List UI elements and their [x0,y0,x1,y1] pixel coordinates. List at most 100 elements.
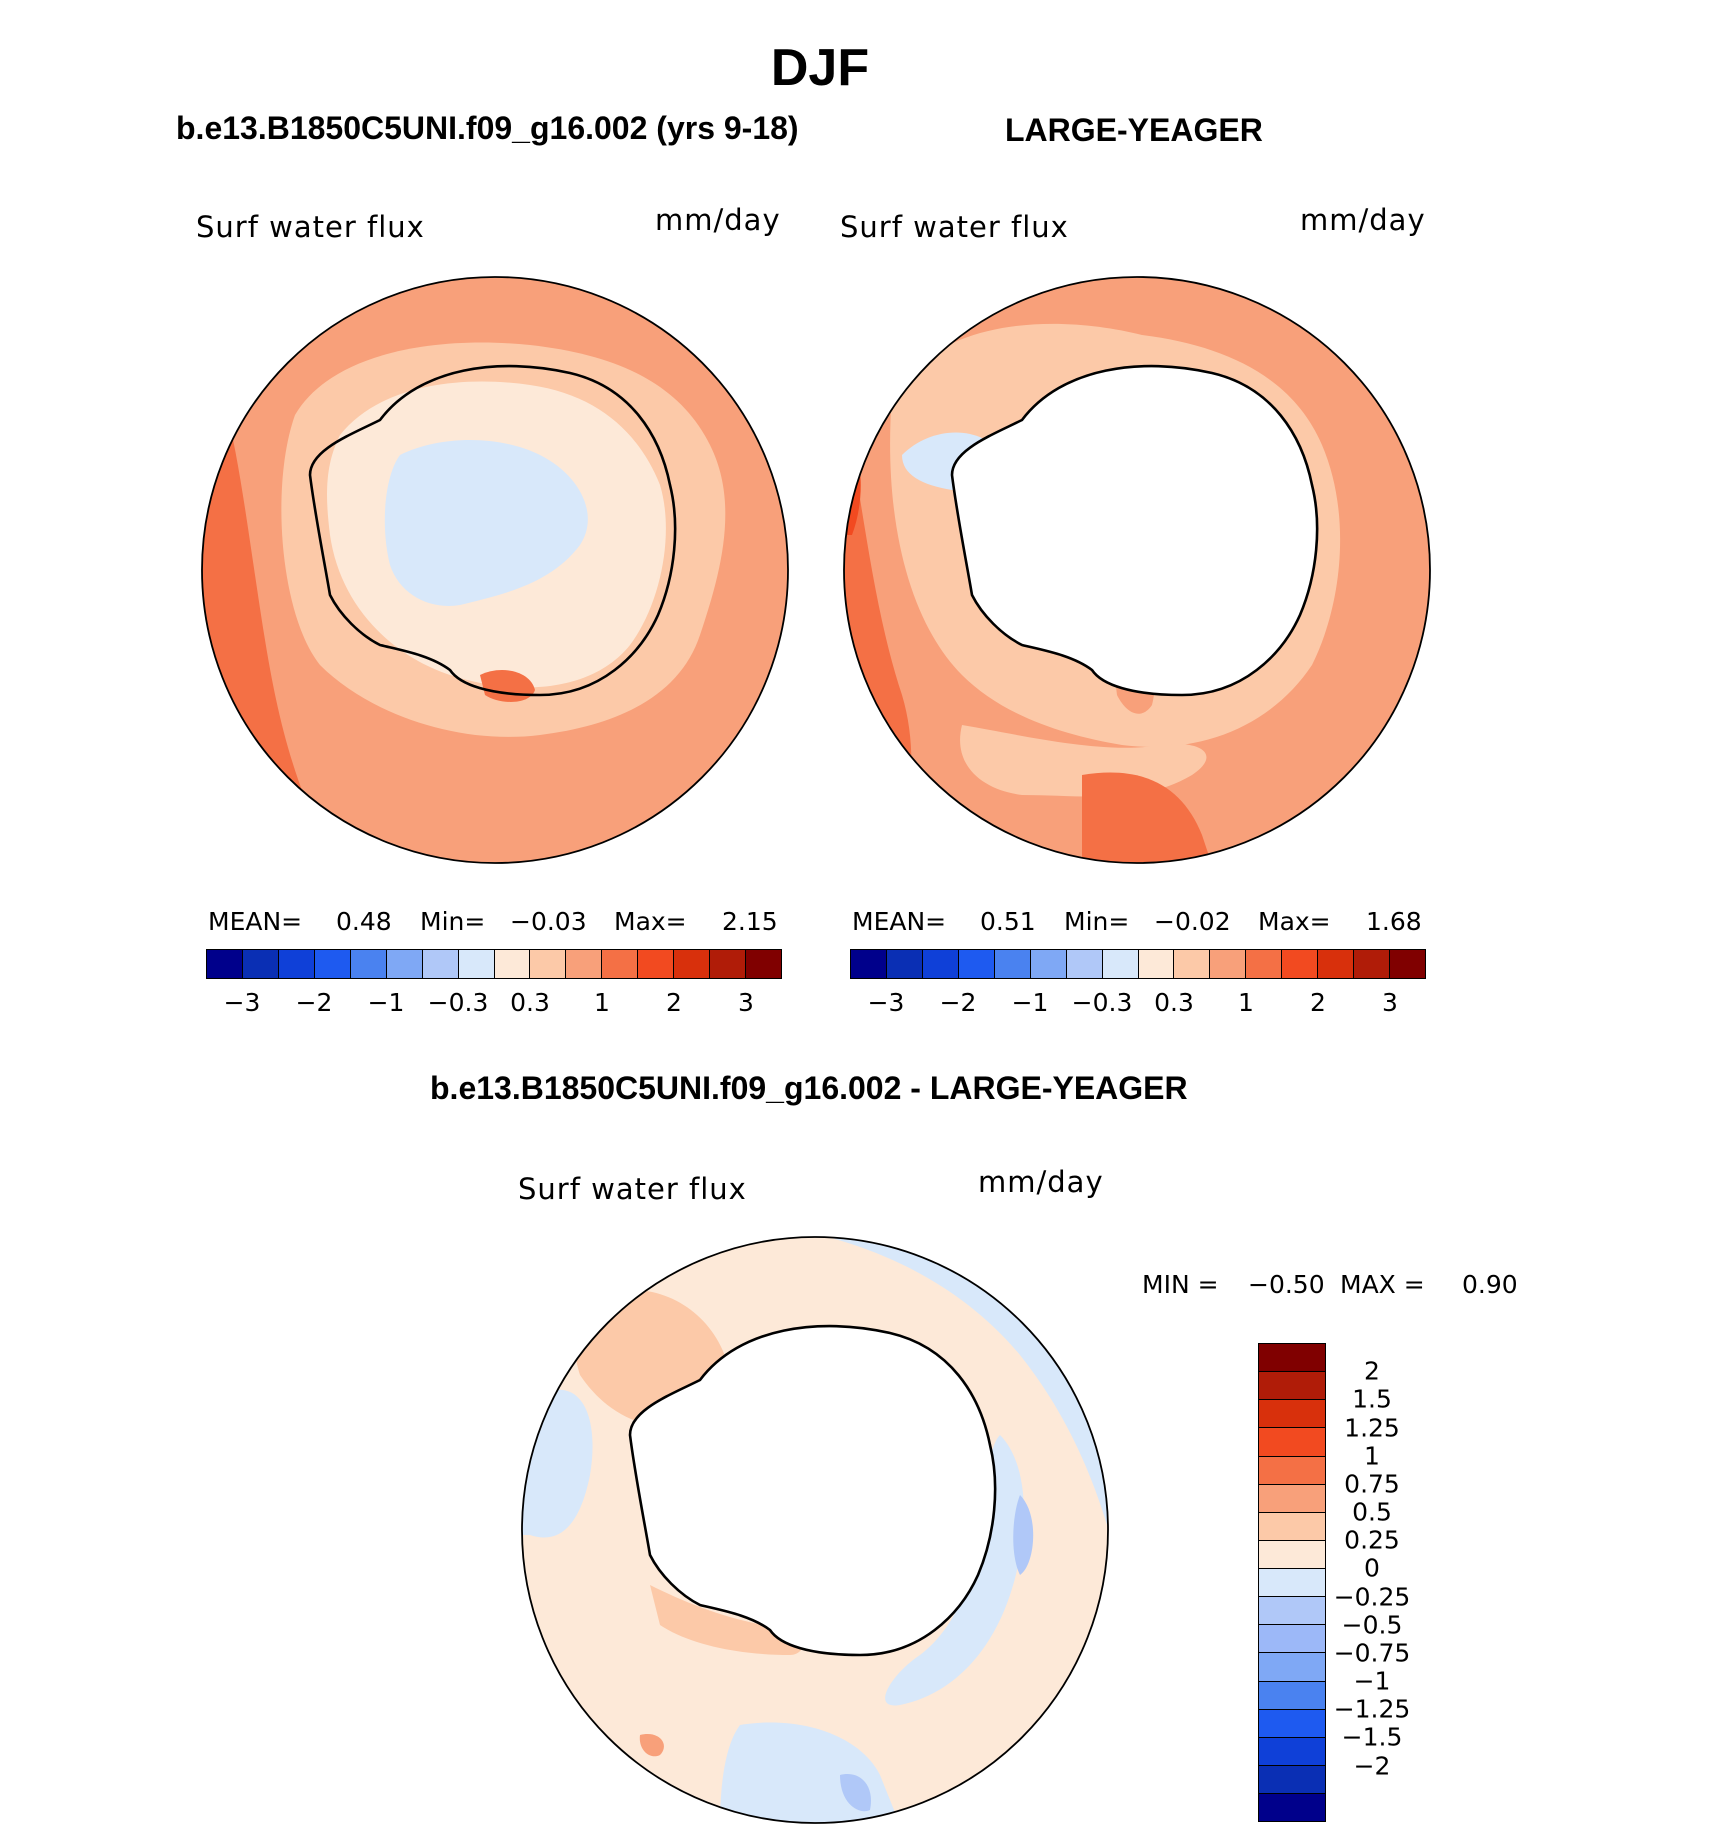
right-polar-map [843,276,1431,864]
colorbar-swatch [886,950,923,978]
antarctica-coastline [950,364,1319,697]
colorbar-tick-label: 2 [1364,1356,1380,1386]
diff-field-negative-mid [1013,1495,1034,1575]
colorbar-tick-label: −0.25 [1333,1582,1411,1612]
right-mean-label: MEAN= [852,907,947,936]
colorbar-swatch [1259,1372,1325,1401]
colorbar-swatch [1259,1512,1325,1541]
right-variable-label: Surf water flux [840,210,1069,244]
colorbar-tick-label: 1.25 [1344,1413,1400,1443]
colorbar-swatch [458,950,495,978]
diff-field-mid-positive [650,1585,806,1655]
left-colorbar-labels: −3 −2 −1 −0.3 0.3 1 2 3 [206,988,780,1018]
colorbar-tick-label: −2 [1353,1751,1391,1781]
ocean-field-peak [202,405,211,485]
colorbar-swatch [1030,950,1067,978]
colorbar-tick-label: 2 [666,988,682,1017]
left-mean-label: MEAN= [208,907,303,936]
diff-max-value: 0.90 [1462,1270,1518,1299]
colorbar-swatch [207,950,243,978]
page-title: DJF [770,39,870,97]
colorbar-tick-label: 0.75 [1344,1469,1400,1499]
negative-field [384,440,588,606]
right-max-value: 1.68 [1366,907,1422,936]
colorbar-tick-label: −0.3 [427,988,489,1017]
colorbar-swatch [710,950,747,978]
colorbar-swatch [1259,1737,1325,1766]
left-units-label: mm/day [655,203,781,237]
colorbar-swatch [1102,950,1139,978]
colorbar-tick-label: 1 [1238,988,1254,1017]
left-variable-label: Surf water flux [196,210,425,244]
colorbar-tick-label: −0.5 [1341,1610,1403,1640]
diff-field-negative-mid [840,1774,871,1812]
colorbar-tick-label: −1.25 [1333,1694,1411,1724]
colorbar-tick-label: 0.25 [1344,1525,1400,1555]
colorbar-swatch [314,950,351,978]
colorbar-tick-label: 1 [594,988,610,1017]
diff-max-label: MAX = [1340,1270,1425,1299]
colorbar-swatch [1318,950,1355,978]
antarctica-coastline [308,364,677,697]
left-max-value: 2.15 [722,907,778,936]
colorbar-swatch [1259,1681,1325,1710]
map-boundary-circle [843,276,1431,864]
colorbar-swatch [422,950,459,978]
colorbar-tick-label: 0 [1364,1553,1380,1583]
colorbar-swatch [530,950,567,978]
colorbar-swatch [1259,1709,1325,1738]
colorbar-tick-label: −2 [939,988,977,1017]
colorbar-swatch [1259,1484,1325,1513]
colorbar-swatch [602,950,639,978]
diff-units-label: mm/day [978,1165,1104,1199]
colorbar-swatch [674,950,711,978]
colorbar-tick-label: 1 [1364,1441,1380,1471]
colorbar-tick-label: 3 [1382,988,1398,1017]
diff-colorbar [1258,1343,1326,1822]
colorbar-tick-label: 3 [738,988,754,1017]
colorbar-swatch [1138,950,1175,978]
map-boundary-circle [521,1236,1109,1824]
ocean-field-very-high [1082,772,1212,863]
colorbar-swatch [350,950,387,978]
colorbar-tick-label: −1.5 [1341,1722,1403,1752]
colorbar-swatch [494,950,531,978]
colorbar-swatch [242,950,279,978]
colorbar-swatch [1282,950,1319,978]
colorbar-swatch [1259,1400,1325,1429]
colorbar-swatch [1259,1540,1325,1569]
colorbar-tick-label: −2 [295,988,333,1017]
colorbar-swatch [922,950,959,978]
colorbar-swatch [386,950,423,978]
colorbar-tick-label: 0.3 [1154,988,1194,1017]
left-max-label: Max= [614,907,687,936]
left-colorbar [206,949,782,979]
colorbar-tick-label: −0.75 [1333,1638,1411,1668]
colorbar-tick-label: 0.3 [510,988,550,1017]
colorbar-swatch [1259,1653,1325,1682]
colorbar-tick-label: −3 [867,988,905,1017]
right-case-title: LARGE-YEAGER [1005,112,1263,148]
colorbar-swatch [638,950,675,978]
ocean-field-peak [220,715,241,755]
colorbar-tick-label: −3 [223,988,261,1017]
colorbar-swatch [1259,1456,1325,1485]
colorbar-tick-label: 1.5 [1352,1384,1392,1414]
right-max-label: Max= [1258,907,1331,936]
colorbar-tick-label: 0.5 [1352,1497,1392,1527]
diff-variable-label: Surf water flux [518,1172,747,1206]
map-boundary-circle [201,276,789,864]
colorbar-swatch [1246,950,1283,978]
colorbar-tick-label: −1 [1011,988,1049,1017]
colorbar-swatch [1259,1428,1325,1457]
colorbar-swatch [278,950,315,978]
colorbar-swatch [1390,950,1425,978]
right-units-label: mm/day [1300,203,1426,237]
colorbar-swatch [746,950,781,978]
diff-case-title: b.e13.B1850C5UNI.f09_g16.002 - LARGE-YEA… [430,1070,1188,1106]
right-mean-value: 0.51 [980,907,1036,936]
left-case-title: b.e13.B1850C5UNI.f09_g16.002 (yrs 9-18) [176,110,799,146]
diff-field-high-positive [639,1734,664,1757]
colorbar-tick-label: −0.3 [1071,988,1133,1017]
right-min-label: Min= [1064,907,1130,936]
